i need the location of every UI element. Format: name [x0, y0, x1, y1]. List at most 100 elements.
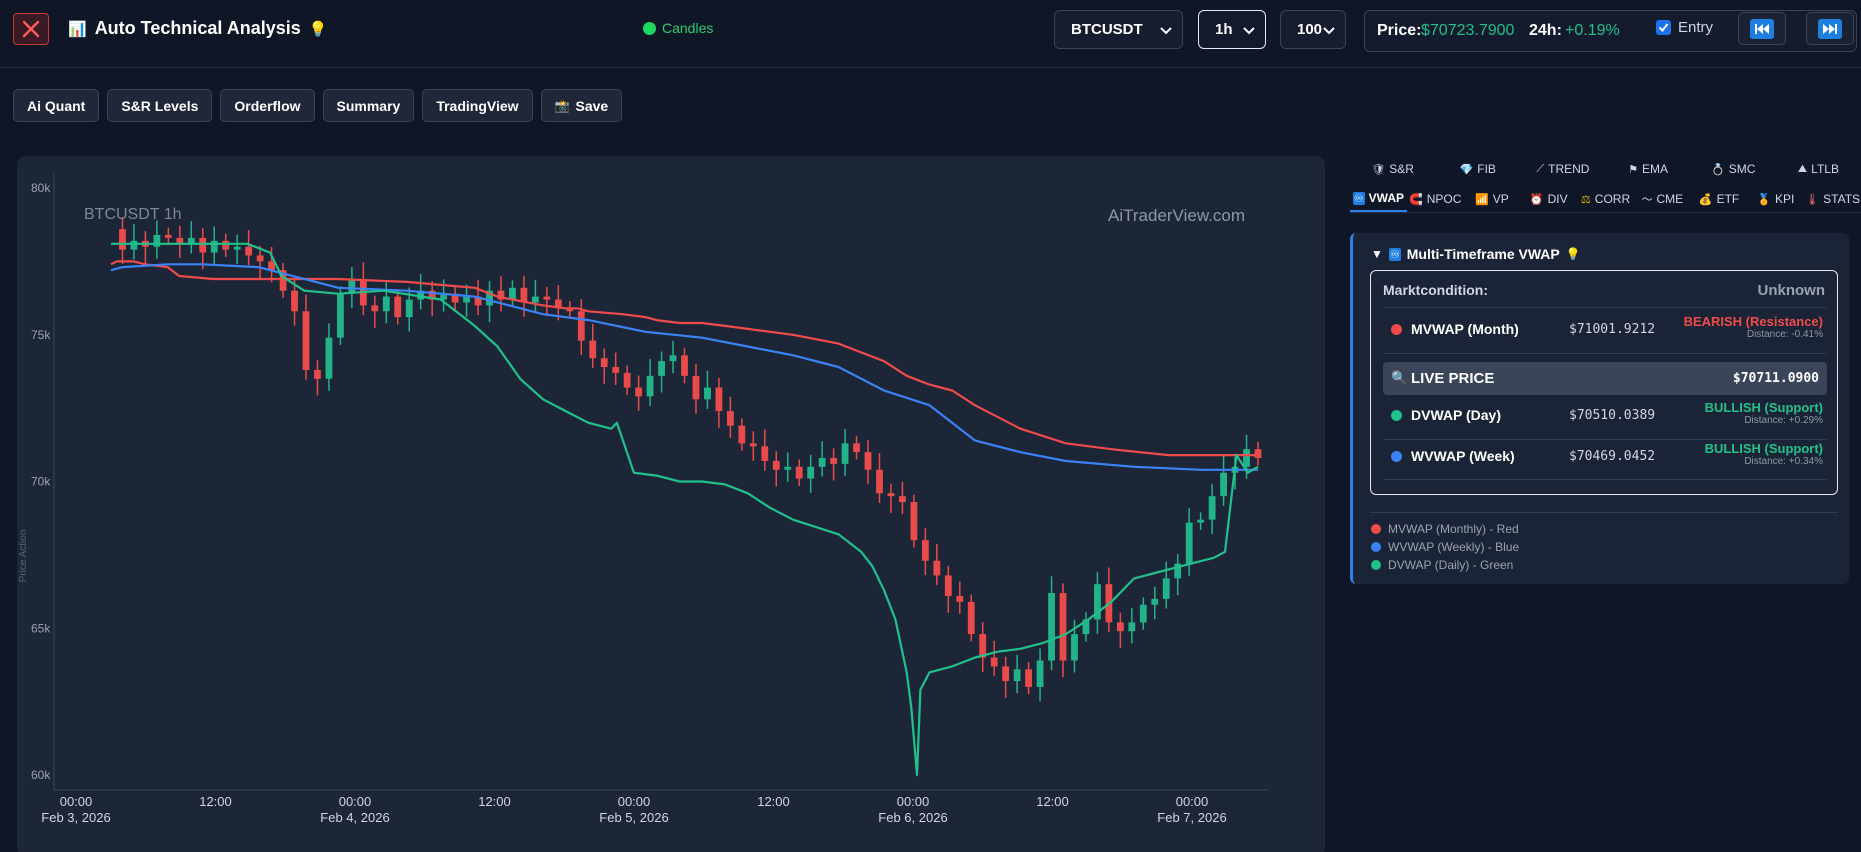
divider	[1370, 512, 1838, 513]
tab-ema[interactable]: ⚑ EMA	[1606, 156, 1691, 182]
price-label: Price:	[1377, 22, 1422, 39]
symbol-value: BTCUSDT	[1071, 21, 1143, 38]
candle-body	[658, 361, 665, 376]
tab-fib[interactable]: 💎 FIB	[1435, 156, 1520, 182]
tab-sr[interactable]: 🛡 S&R	[1350, 156, 1435, 182]
candle-body	[749, 443, 757, 447]
candle-body	[1002, 666, 1010, 682]
candles-mode-indicator[interactable]: Candles	[643, 20, 713, 36]
collapse-triangle-icon: ▼	[1371, 247, 1383, 261]
candle-body	[382, 296, 390, 312]
candle-body	[600, 358, 608, 368]
candle-body	[463, 296, 470, 303]
ring-icon: 💍	[1711, 163, 1725, 176]
divider	[1383, 353, 1827, 354]
candle-body	[268, 261, 275, 271]
tab-etf[interactable]: 💰 ETF	[1691, 186, 1748, 212]
chevron-down-icon	[1160, 27, 1172, 35]
price-chart-panel[interactable]: 80k 75k 70k 65k 60k Price Action 00:00 Feb 3, 2…	[17, 156, 1325, 852]
tab-label: S&R	[1389, 162, 1414, 176]
vwap-value: $70469.0452	[1569, 449, 1656, 464]
candle-body	[979, 634, 987, 658]
candle-body	[210, 240, 218, 253]
vwap-name: DVWAP (Day)	[1411, 407, 1501, 423]
tab-smc[interactable]: 💍 SMC	[1691, 156, 1776, 182]
vwap-title: Multi-Timeframe VWAP	[1406, 246, 1560, 262]
camera-icon: 📸	[554, 98, 570, 113]
save-label: Save	[575, 97, 609, 114]
x-tick-time: 12:00	[199, 794, 232, 809]
tab-corr[interactable]: ⚖ CORR	[1577, 186, 1634, 212]
market-condition-label: Marktcondition:	[1383, 282, 1488, 298]
vwap-name: WVWAP (Week)	[1411, 448, 1515, 464]
divider	[1383, 307, 1827, 308]
candle-body	[348, 278, 356, 294]
entry-checkbox[interactable]	[1656, 20, 1671, 35]
tradingview-button[interactable]: TradingView	[422, 89, 533, 122]
orderflow-button[interactable]: Orderflow	[220, 89, 315, 122]
vwap-signal: BEARISH (Resistance)	[1683, 314, 1823, 329]
close-icon	[22, 20, 40, 38]
chart-brand-watermark: AiTraderView.com	[1108, 206, 1245, 225]
save-button[interactable]: 📸 Save	[540, 89, 623, 122]
skip-back-icon	[1755, 23, 1769, 34]
tab-label: CORR	[1594, 192, 1631, 206]
jump-end-button[interactable]	[1806, 12, 1854, 45]
tab-label: ETF	[1716, 192, 1740, 206]
legend-monthly: MVWAP (Monthly) - Red	[1371, 522, 1519, 536]
timeframe-select[interactable]: 1h	[1198, 10, 1266, 49]
candle-body	[623, 372, 631, 388]
vwap-panel: ▼ ♾ Multi-Timeframe VWAP 💡 Marktconditio…	[1350, 233, 1849, 584]
candle-body	[1197, 519, 1205, 523]
candle-count-select[interactable]: 100	[1280, 10, 1346, 49]
tab-label: EMA	[1642, 162, 1669, 176]
summary-button[interactable]: Summary	[322, 89, 415, 122]
tab-kpi[interactable]: 🏅 KPI	[1747, 186, 1804, 212]
tab-label: NPOC	[1426, 192, 1462, 206]
magnifier-icon: 🔍	[1391, 370, 1408, 385]
candle-body	[704, 387, 711, 400]
candle-body	[543, 296, 551, 300]
candle-body	[520, 287, 528, 303]
candle-body	[405, 299, 413, 318]
candle-body	[784, 466, 792, 470]
tab-stats[interactable]: 🌡 STATS	[1804, 186, 1861, 212]
x-tick-time: 12:00	[757, 794, 790, 809]
flag-icon: ⚑	[1628, 163, 1639, 176]
vwap-name: MVWAP (Month)	[1411, 321, 1519, 337]
change-label: 24h:	[1529, 22, 1562, 39]
jump-start-button[interactable]	[1738, 12, 1786, 45]
sr-levels-button[interactable]: S&R Levels	[107, 89, 213, 122]
tab-ltlb[interactable]: ⛰ LTLB	[1776, 156, 1861, 182]
candle-body	[1220, 472, 1227, 497]
skip-forward-icon	[1823, 23, 1837, 34]
tab-vwap[interactable]: ♾ VWAP	[1350, 186, 1407, 212]
vwap-line	[110, 263, 1258, 471]
candle-body	[1185, 522, 1193, 564]
close-button[interactable]	[13, 13, 49, 45]
tab-trend[interactable]: ⟋ TREND	[1520, 156, 1605, 182]
candle-body	[990, 657, 998, 667]
tab-cme[interactable]: 〜 CME	[1634, 186, 1691, 212]
ai-quant-button[interactable]: Ai Quant	[13, 89, 100, 122]
candle-body	[738, 425, 746, 444]
candle-body	[509, 287, 516, 300]
shield-icon: 🛡	[1371, 163, 1386, 176]
candle-body	[807, 466, 815, 479]
trend-line-icon: ⟋	[1536, 162, 1545, 175]
candle-body	[681, 355, 688, 376]
tab-div[interactable]: ⏰ DIV	[1520, 186, 1577, 212]
vwap-panel-header[interactable]: ▼ ♾ Multi-Timeframe VWAP 💡	[1371, 246, 1581, 262]
tab-npoc[interactable]: 🧲 NPOC	[1407, 186, 1464, 212]
candle-body	[864, 452, 872, 470]
symbol-select[interactable]: BTCUSDT	[1054, 10, 1183, 49]
tab-label: FIB	[1477, 162, 1496, 176]
candle-body	[417, 290, 425, 300]
tab-label: DIV	[1547, 192, 1568, 206]
legend-label: WVWAP (Weekly) - Blue	[1388, 540, 1520, 554]
candle-body	[956, 595, 964, 602]
price-ticker: Price: $70723.7900 24h: +0.19% Entry	[1364, 10, 1857, 52]
magnet-icon: 🧲	[1408, 193, 1423, 206]
tab-vp[interactable]: 📶 VP	[1464, 186, 1521, 212]
